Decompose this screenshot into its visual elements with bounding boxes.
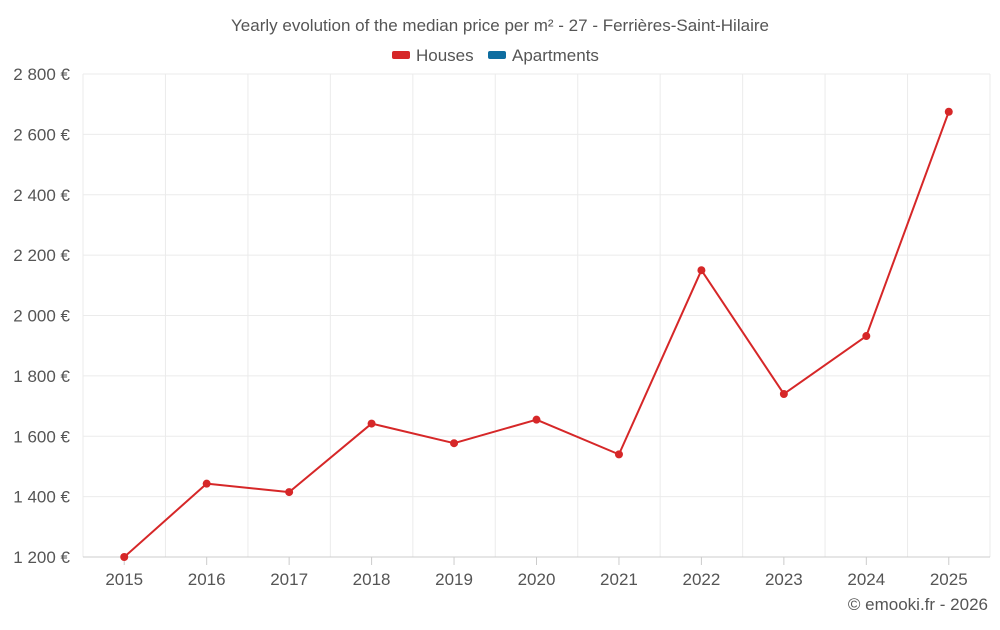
- legend-swatch-houses: [392, 51, 410, 59]
- x-tick-label: 2021: [600, 570, 638, 589]
- legend: Houses Apartments: [392, 46, 599, 65]
- y-tick-label: 2 800 €: [13, 65, 70, 84]
- x-tick-label: 2015: [105, 570, 143, 589]
- data-point-houses-2020[interactable]: [532, 415, 541, 424]
- y-tick-label: 2 000 €: [13, 307, 70, 326]
- x-tick-label: 2019: [435, 570, 473, 589]
- y-tick-label: 1 200 €: [13, 548, 70, 567]
- x-axis: 2015 2016 2017 2018 2019 2020 2021 2022 2023 2024…: [83, 556, 990, 589]
- chart-title: Yearly evolution of the median price per…: [231, 16, 769, 35]
- x-tick-label: 2020: [518, 570, 556, 589]
- y-tick-label: 1 400 €: [13, 488, 70, 507]
- data-point-houses-2017[interactable]: [285, 488, 294, 497]
- y-tick-label: 1 600 €: [13, 427, 70, 446]
- legend-item-apartments[interactable]: Apartments: [488, 46, 599, 65]
- y-tick-label: 1 800 €: [13, 367, 70, 386]
- x-tick-label: 2023: [765, 570, 803, 589]
- data-point-houses-2019[interactable]: [450, 439, 459, 448]
- data-point-houses-2015[interactable]: [120, 553, 129, 561]
- legend-label-houses: Houses: [416, 46, 474, 65]
- data-point-houses-2018[interactable]: [367, 419, 376, 428]
- x-tick-label: 2017: [270, 570, 308, 589]
- credit-text: © emooki.fr - 2026: [848, 595, 988, 614]
- y-tick-label: 2 600 €: [13, 125, 70, 144]
- series-houses: [120, 107, 953, 561]
- legend-label-apartments: Apartments: [512, 46, 599, 65]
- legend-item-houses[interactable]: Houses: [392, 46, 474, 65]
- x-tick-label: 2018: [353, 570, 391, 589]
- data-point-houses-2022[interactable]: [697, 266, 706, 275]
- data-point-houses-2016[interactable]: [202, 479, 211, 488]
- x-tick-label: 2025: [930, 570, 968, 589]
- y-tick-label: 2 200 €: [13, 246, 70, 265]
- x-tick-label: 2016: [188, 570, 226, 589]
- y-tick-label: 2 400 €: [13, 186, 70, 205]
- data-point-houses-2025[interactable]: [944, 107, 953, 116]
- x-tick-label: 2024: [847, 570, 885, 589]
- y-axis: 1 200 € 1 400 € 1 600 € 1 800 € 2 000 € 2 200…: [13, 65, 70, 567]
- legend-swatch-apartments: [488, 51, 506, 59]
- x-tick-label: 2022: [682, 570, 720, 589]
- data-point-houses-2024[interactable]: [862, 332, 871, 341]
- data-point-houses-2021[interactable]: [614, 450, 623, 459]
- gridlines: [82, 73, 991, 558]
- data-point-houses-2023[interactable]: [779, 389, 788, 398]
